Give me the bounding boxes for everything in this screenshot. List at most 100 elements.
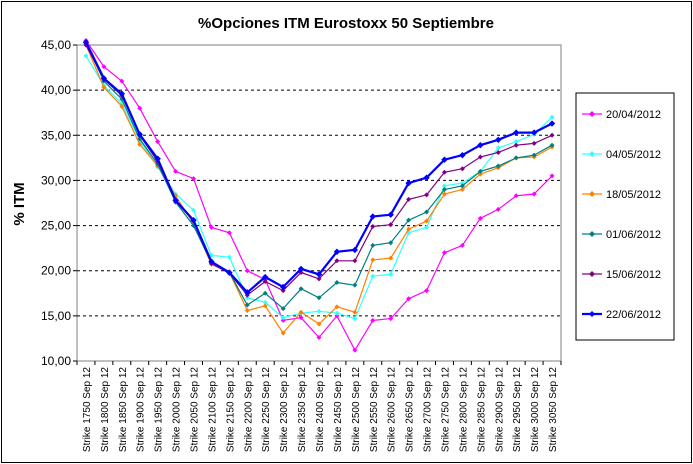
data-point [298, 315, 304, 321]
x-tick-label: Strike 1900 Sep 12 [136, 367, 147, 452]
legend-marker [589, 191, 595, 197]
data-point [406, 196, 412, 202]
legend-label: 01/06/2012 [606, 229, 661, 241]
data-point [137, 105, 143, 111]
data-point [334, 310, 340, 316]
data-point [370, 242, 376, 248]
data-point [549, 132, 555, 138]
data-point [298, 309, 304, 315]
data-point [316, 335, 322, 341]
data-point [459, 183, 465, 189]
x-tick-label: Strike 2400 Sep 12 [315, 367, 326, 452]
data-point [352, 309, 358, 315]
data-point [441, 169, 447, 175]
plot-area [76, 44, 562, 362]
data-point [424, 209, 430, 215]
data-point [334, 258, 340, 264]
x-tick-label: Strike 2250 Sep 12 [261, 367, 272, 452]
y-tick-label: 35,00 [41, 128, 71, 142]
data-point [441, 183, 447, 189]
data-point [101, 84, 107, 90]
x-tick-label: Strike 2750 Sep 12 [441, 367, 452, 452]
data-point [136, 131, 143, 138]
x-tick-label: Strike 1850 Sep 12 [118, 367, 129, 452]
data-point [441, 186, 447, 192]
data-point [477, 142, 484, 149]
data-point [226, 269, 233, 276]
data-point [370, 273, 376, 279]
data-point [280, 288, 286, 294]
x-tick-label: Strike 1950 Sep 12 [154, 367, 165, 452]
y-tick-label: 20,00 [41, 264, 71, 278]
data-point [334, 313, 340, 319]
data-point [512, 129, 520, 136]
legend-marker [589, 151, 595, 157]
legend-label: 20/04/2012 [606, 109, 661, 121]
data-point [548, 120, 556, 127]
x-tick-label: Strike 2850 Sep 12 [476, 367, 487, 452]
data-point [388, 316, 394, 322]
y-tick-label: 30,00 [41, 173, 71, 187]
data-point [316, 276, 322, 282]
legend-label: 15/06/2012 [606, 269, 661, 281]
data-point [441, 156, 448, 163]
y-axis-ticks: 10,00 15,00 20,00 25,00 30,00 35,00 40,00 45,00 [41, 38, 77, 368]
data-point [118, 90, 126, 97]
data-point [244, 289, 251, 296]
data-point [495, 136, 502, 143]
data-point [495, 163, 501, 169]
x-tick-label: Strike 2900 Sep 12 [494, 367, 505, 452]
y-axis-label: % ITM [11, 182, 28, 225]
data-point [459, 151, 466, 159]
data-point [477, 168, 483, 174]
chart-title: %Opciones ITM Eurostoxx 50 Septiembre [198, 15, 494, 32]
data-point [477, 154, 483, 160]
data-point [244, 302, 250, 308]
x-tick-label: Strike 2650 Sep 12 [405, 367, 416, 452]
data-point [549, 114, 555, 120]
data-point [262, 303, 268, 309]
data-point [406, 226, 412, 232]
data-point [280, 317, 286, 323]
data-point [459, 242, 465, 248]
data-point [441, 250, 447, 256]
data-point [280, 315, 286, 321]
legend-entry: 20/04/2012 [582, 109, 661, 121]
data-point [100, 75, 108, 82]
y-tick-label: 15,00 [41, 309, 71, 323]
data-point [262, 299, 268, 305]
x-tick-label: Strike 2100 Sep 12 [207, 367, 218, 452]
data-point [155, 139, 161, 145]
data-point [208, 252, 214, 258]
data-point [370, 223, 376, 229]
data-point [333, 248, 341, 255]
x-tick-label: Strike 2300 Sep 12 [279, 367, 290, 452]
x-tick-label: Strike 2950 Sep 12 [512, 367, 523, 452]
data-point [424, 288, 430, 294]
data-point [83, 53, 89, 59]
data-point [208, 224, 214, 230]
x-tick-label: Strike 2600 Sep 12 [387, 367, 398, 452]
data-point [477, 215, 483, 221]
data-point [262, 290, 268, 296]
x-tick-label: Strike 1750 Sep 12 [82, 367, 93, 452]
y-tick-label: 25,00 [41, 219, 71, 233]
data-point [119, 78, 125, 84]
data-point [191, 207, 197, 213]
data-point [549, 173, 555, 179]
data-point [101, 64, 107, 70]
x-tick-label: Strike 2550 Sep 12 [369, 367, 380, 452]
data-point [424, 218, 430, 224]
data-point [423, 174, 430, 181]
data-point [298, 286, 304, 292]
data-point [424, 224, 430, 230]
y-tick-label: 45,00 [41, 38, 71, 52]
x-tick-label: Strike 3050 Sep 12 [548, 367, 559, 452]
data-point [226, 254, 232, 260]
data-point [387, 211, 394, 218]
data-point [297, 265, 305, 273]
data-point [370, 257, 376, 263]
data-point [405, 179, 412, 187]
